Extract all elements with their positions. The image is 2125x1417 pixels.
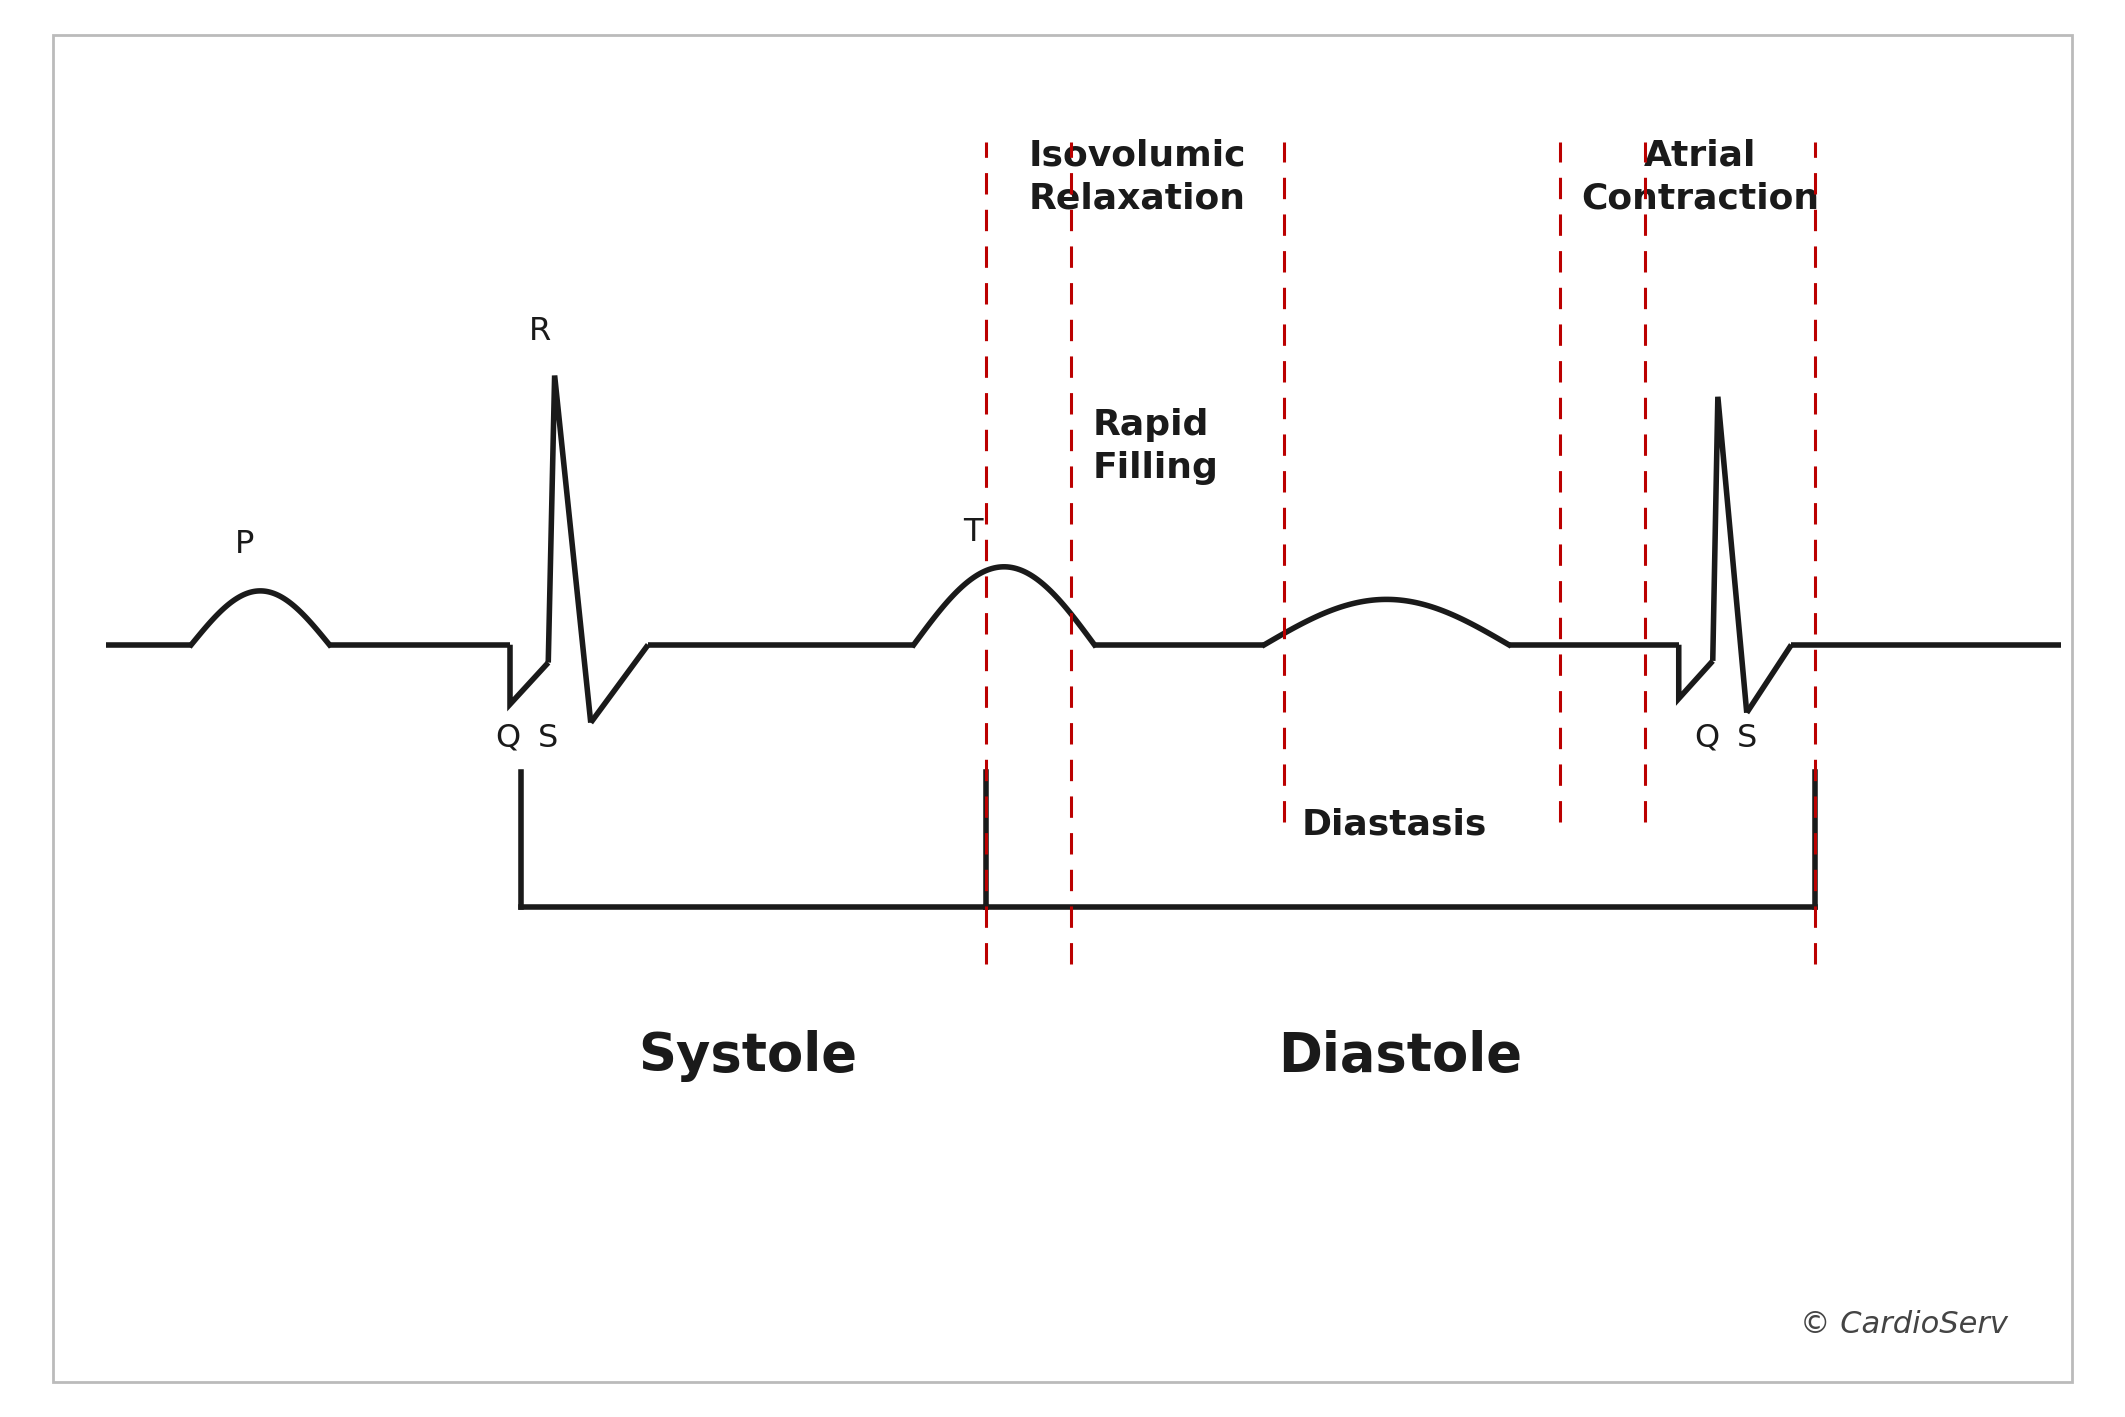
Text: Systole: Systole bbox=[638, 1030, 859, 1081]
Text: Diastasis: Diastasis bbox=[1300, 808, 1488, 842]
Text: S: S bbox=[1736, 723, 1757, 754]
Text: © CardioServ: © CardioServ bbox=[1800, 1311, 2008, 1339]
Text: Diastole: Diastole bbox=[1279, 1030, 1522, 1081]
Text: T: T bbox=[963, 517, 984, 548]
Text: Q: Q bbox=[495, 723, 521, 754]
Text: Isovolumic
Relaxation: Isovolumic Relaxation bbox=[1028, 139, 1245, 215]
Text: S: S bbox=[538, 723, 559, 754]
Text: Q: Q bbox=[1694, 723, 1719, 754]
Text: P: P bbox=[234, 529, 255, 560]
Text: Rapid
Filling: Rapid Filling bbox=[1092, 408, 1218, 485]
Text: R: R bbox=[529, 316, 550, 347]
Text: Atrial
Contraction: Atrial Contraction bbox=[1581, 139, 1819, 215]
